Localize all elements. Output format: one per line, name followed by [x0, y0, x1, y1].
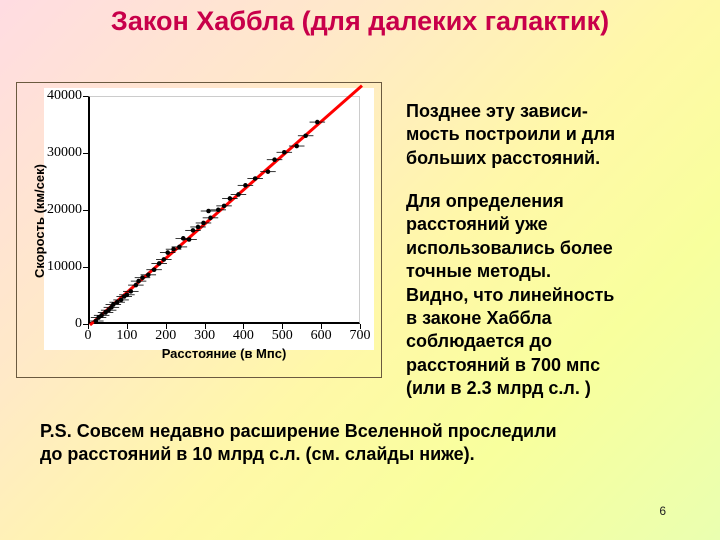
x-axis-label: Расстояние (в Мпс)	[88, 346, 360, 361]
scatter-plot	[90, 97, 362, 325]
x-tick-label: 100	[107, 328, 147, 344]
y-tick-label: 30000	[47, 145, 82, 161]
slide-title: Закон Хаббла (для далеких галактик)	[0, 6, 720, 37]
x-tick-label: 400	[223, 328, 263, 344]
y-axis-label: Скорость (км/сек)	[32, 164, 47, 278]
paragraph-2: Для определения расстояний уже использов…	[406, 190, 716, 401]
y-tick-label: 40000	[47, 88, 82, 104]
x-tick-label: 600	[301, 328, 341, 344]
paragraph-1: Позднее эту зависи- мость построили и дл…	[406, 100, 706, 170]
x-tick-label: 300	[185, 328, 225, 344]
x-tick-label: 700	[340, 328, 380, 344]
x-tick-label: 500	[262, 328, 302, 344]
y-tick-label: 10000	[47, 259, 82, 275]
plot-area	[88, 96, 360, 324]
paragraph-3: P.S. Совсем недавно расширение Вселенной…	[40, 420, 690, 467]
x-tick-label: 0	[68, 328, 108, 344]
x-tick-label: 200	[146, 328, 186, 344]
page-number: 6	[659, 504, 666, 518]
y-tick-label: 20000	[47, 202, 82, 218]
